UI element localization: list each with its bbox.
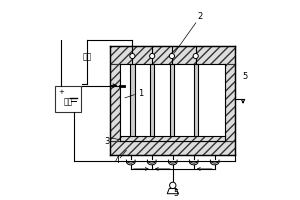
Circle shape: [169, 53, 175, 59]
Bar: [150, 64, 154, 136]
Text: 1: 1: [138, 89, 143, 98]
Bar: [110, 64, 120, 141]
Text: 4: 4: [114, 156, 120, 165]
Circle shape: [193, 53, 198, 59]
Bar: [55, 86, 81, 112]
Bar: [120, 64, 225, 141]
Bar: [110, 141, 235, 155]
Text: 3: 3: [104, 137, 110, 146]
Circle shape: [130, 53, 135, 59]
Bar: [130, 64, 135, 136]
Bar: [120, 136, 225, 141]
Text: 5: 5: [242, 72, 247, 81]
Bar: [225, 64, 235, 141]
Text: 进水: 进水: [83, 52, 92, 61]
Circle shape: [169, 182, 176, 189]
Text: +: +: [58, 89, 64, 95]
Polygon shape: [167, 189, 178, 194]
Text: 5: 5: [174, 189, 179, 198]
Circle shape: [150, 53, 155, 59]
Text: 2: 2: [197, 12, 203, 21]
Text: 电源: 电源: [63, 98, 73, 107]
Bar: [194, 64, 198, 136]
Bar: [110, 46, 235, 64]
Bar: [170, 64, 174, 136]
